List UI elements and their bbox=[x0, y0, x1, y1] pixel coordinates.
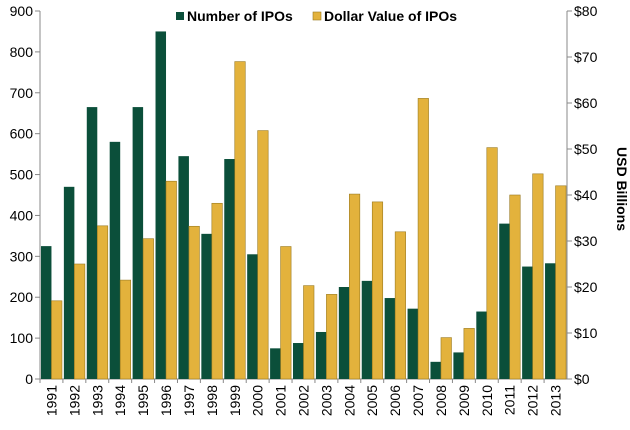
right-tick-label: $60 bbox=[574, 95, 598, 111]
bar-number-of-ipos bbox=[109, 141, 121, 379]
legend-dollar-value-of-ipos-label: Dollar Value of IPOs bbox=[324, 8, 457, 24]
bar-dollar-value-of-ipos bbox=[326, 294, 338, 380]
bar-number-of-ipos bbox=[132, 107, 144, 379]
bar-number-of-ipos bbox=[315, 331, 327, 379]
x-tick-label: 2008 bbox=[433, 385, 449, 416]
bar-number-of-ipos bbox=[201, 233, 212, 379]
right-tick-label: $30 bbox=[574, 233, 598, 249]
x-tick-label: 1998 bbox=[204, 385, 220, 416]
x-tick-label: 1996 bbox=[158, 385, 174, 416]
x-tick-label: 2000 bbox=[250, 385, 266, 416]
x-tick-label: 2001 bbox=[273, 385, 289, 416]
left-tick-label: 200 bbox=[10, 289, 34, 305]
bar-number-of-ipos bbox=[40, 246, 52, 379]
bar-dollar-value-of-ipos bbox=[440, 337, 452, 380]
legend-dollar-value-of-ipos-swatch bbox=[312, 11, 322, 21]
x-tick-label: 1999 bbox=[227, 385, 243, 416]
bar-dollar-value-of-ipos bbox=[463, 328, 475, 380]
right-axis-title: USD Billions bbox=[614, 147, 630, 231]
left-tick-label: 100 bbox=[10, 330, 34, 346]
bar-dollar-value-of-ipos bbox=[211, 202, 223, 380]
right-tick-label: $70 bbox=[574, 49, 598, 65]
legend-number-of-ipos-swatch bbox=[176, 12, 184, 20]
right-tick-label: $40 bbox=[574, 187, 598, 203]
x-tick-label: 1994 bbox=[112, 385, 128, 416]
bar-dollar-value-of-ipos bbox=[96, 225, 109, 380]
bar-dollar-value-of-ipos bbox=[394, 231, 406, 380]
left-tick-label: 0 bbox=[25, 371, 33, 387]
bar-dollar-value-of-ipos bbox=[509, 194, 521, 380]
x-tick-label: 2012 bbox=[525, 385, 541, 416]
legend-number-of-ipos-label: Number of IPOs bbox=[187, 8, 293, 24]
bar-number-of-ipos bbox=[86, 107, 98, 379]
x-tick-label: 2002 bbox=[296, 385, 312, 416]
x-tick-label: 2003 bbox=[318, 385, 334, 416]
x-tick-label: 2004 bbox=[341, 385, 357, 416]
bar-number-of-ipos bbox=[293, 343, 304, 379]
bar-dollar-value-of-ipos bbox=[165, 180, 177, 380]
left-tick-label: 400 bbox=[10, 207, 34, 223]
right-tick-label: $50 bbox=[574, 141, 598, 157]
bar-dollar-value-of-ipos bbox=[51, 300, 63, 380]
bar-number-of-ipos bbox=[155, 31, 167, 379]
left-tick-label: 300 bbox=[10, 248, 34, 264]
right-tick-label: $20 bbox=[574, 279, 598, 295]
bar-number-of-ipos bbox=[338, 287, 350, 379]
x-tick-label: 2011 bbox=[502, 385, 518, 415]
bar-dollar-value-of-ipos bbox=[188, 225, 200, 380]
bar-number-of-ipos bbox=[407, 308, 419, 379]
bar-dollar-value-of-ipos bbox=[303, 285, 315, 380]
bar-number-of-ipos bbox=[63, 186, 75, 379]
bar-dollar-value-of-ipos bbox=[486, 147, 498, 380]
left-tick-label: 800 bbox=[10, 44, 34, 60]
bar-number-of-ipos bbox=[545, 263, 556, 379]
bar-number-of-ipos bbox=[499, 223, 510, 379]
right-tick-label: $10 bbox=[574, 325, 598, 341]
bar-dollar-value-of-ipos bbox=[417, 98, 429, 380]
x-tick-label: 2007 bbox=[410, 385, 426, 416]
bar-dollar-value-of-ipos bbox=[532, 173, 544, 380]
bar-number-of-ipos bbox=[224, 159, 235, 379]
bar-dollar-value-of-ipos bbox=[555, 185, 567, 380]
bar-number-of-ipos bbox=[522, 266, 533, 379]
x-tick-label: 1992 bbox=[66, 385, 82, 416]
bar-dollar-value-of-ipos bbox=[257, 130, 269, 380]
x-tick-label: 2013 bbox=[548, 385, 564, 416]
left-tick-label: 600 bbox=[10, 126, 34, 142]
bar-number-of-ipos bbox=[384, 298, 396, 379]
bar-number-of-ipos bbox=[247, 254, 258, 379]
bar-dollar-value-of-ipos bbox=[280, 246, 292, 380]
bar-dollar-value-of-ipos bbox=[119, 279, 131, 380]
x-tick-label: 2005 bbox=[364, 385, 380, 416]
left-tick-label: 500 bbox=[10, 167, 34, 183]
bar-number-of-ipos bbox=[270, 348, 281, 379]
right-tick-label: $80 bbox=[574, 3, 598, 19]
bar-number-of-ipos bbox=[361, 280, 373, 379]
bar-dollar-value-of-ipos bbox=[142, 238, 154, 380]
left-tick-label: 900 bbox=[10, 3, 34, 19]
x-tick-label: 1995 bbox=[135, 385, 151, 416]
bar-dollar-value-of-ipos bbox=[234, 61, 246, 380]
x-tick-label: 1993 bbox=[89, 385, 105, 416]
bar-number-of-ipos bbox=[430, 361, 441, 379]
x-tick-label: 1997 bbox=[181, 385, 197, 416]
bar-number-of-ipos bbox=[476, 311, 487, 379]
x-tick-label: 2009 bbox=[456, 385, 472, 416]
bar-number-of-ipos bbox=[178, 156, 189, 379]
x-tick-label: 2010 bbox=[479, 385, 495, 416]
x-tick-label: 2006 bbox=[387, 385, 403, 416]
bar-dollar-value-of-ipos bbox=[349, 193, 361, 380]
bar-dollar-value-of-ipos bbox=[74, 263, 86, 380]
x-tick-label: 1991 bbox=[43, 385, 59, 416]
right-tick-label: $0 bbox=[574, 371, 590, 387]
bar-dollar-value-of-ipos bbox=[371, 201, 384, 380]
bar-number-of-ipos bbox=[453, 352, 464, 379]
left-tick-label: 700 bbox=[10, 85, 34, 101]
